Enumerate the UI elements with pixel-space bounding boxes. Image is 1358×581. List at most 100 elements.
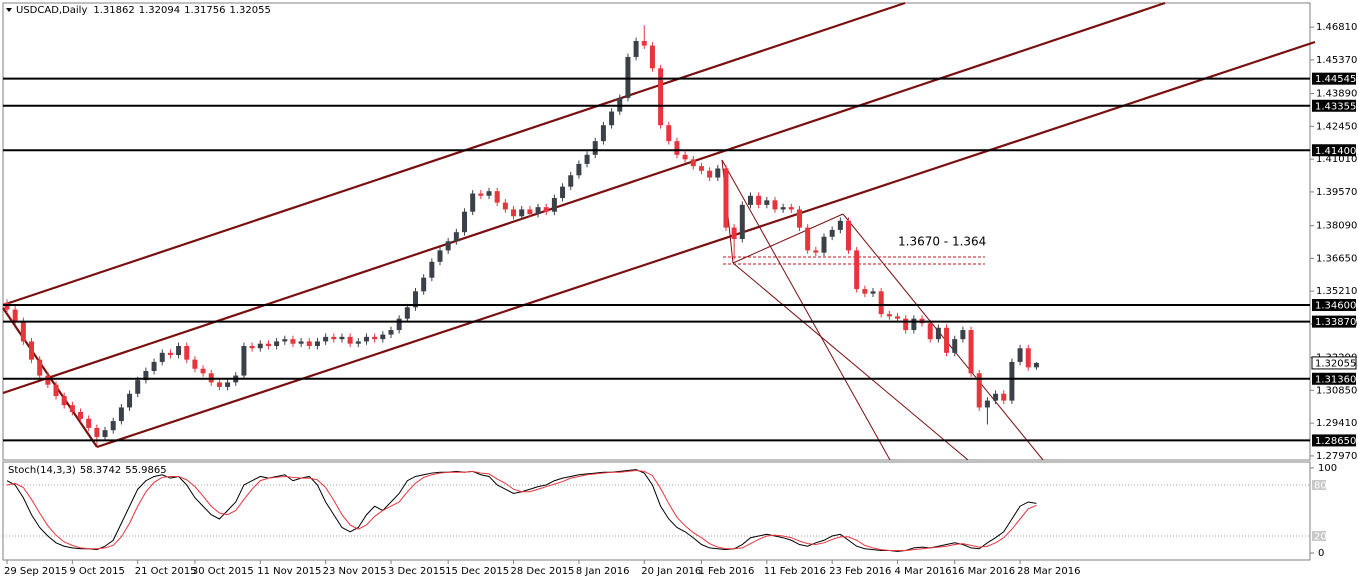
candle-body (927, 323, 933, 340)
open-value: 1.31862 (93, 5, 134, 16)
level-label-box (1312, 479, 1326, 490)
candle-body (396, 318, 402, 331)
candle-body (984, 400, 990, 408)
candle-body (4, 302, 10, 310)
candle-body (323, 336, 329, 342)
candle-body (617, 97, 623, 112)
candle-body (511, 209, 517, 217)
x-tick-label: 21 Oct 2015 (135, 566, 197, 577)
candle-body (886, 314, 892, 317)
candle-body (184, 345, 190, 360)
candle-body (363, 336, 369, 342)
candle-body (862, 289, 868, 294)
level-label: 1.44545 (1315, 74, 1356, 85)
candle-body (241, 345, 247, 376)
candle-body (633, 41, 639, 57)
candle-body (331, 336, 337, 340)
x-tick-label: 9 Oct 2015 (69, 566, 124, 577)
level-label: 1.41400 (1315, 146, 1356, 157)
candle-body (257, 343, 263, 349)
candle-body (290, 339, 296, 344)
high-value: 1.32094 (139, 5, 180, 16)
level-label-box (1312, 99, 1356, 112)
candle-body (796, 209, 802, 228)
candle-body (764, 200, 770, 205)
candle-body (306, 341, 312, 346)
candle-body (61, 396, 67, 406)
candle-body (715, 168, 721, 178)
candle-body (649, 45, 655, 69)
candle-body (53, 384, 59, 397)
candle-body (747, 195, 753, 205)
candle-body (486, 191, 492, 196)
candle-body (249, 345, 255, 349)
candle-body (870, 291, 876, 294)
candle-body (993, 393, 999, 401)
level-label: 1.43355 (1315, 101, 1356, 112)
pitchfork-line (842, 213, 1044, 461)
candle-body (568, 175, 574, 187)
k-value: 58.3742 (80, 465, 121, 476)
x-tick-label: 28 Mar 2016 (1017, 566, 1080, 577)
candle-body (641, 41, 647, 46)
candle-body (380, 334, 386, 340)
collapse-icon[interactable] (6, 8, 12, 12)
candle-body (674, 141, 680, 155)
candle-body (388, 330, 394, 335)
candle-body (837, 220, 843, 230)
candle-body (347, 336, 353, 344)
price-label-box (1311, 356, 1357, 370)
candle-body (502, 202, 508, 210)
y-tick-label: 1.43890 (1316, 89, 1357, 100)
candle-body (110, 421, 116, 431)
channel-line (2, 1, 906, 307)
candle-body (772, 200, 778, 210)
zone-lines (723, 256, 985, 265)
candle-body (494, 191, 500, 203)
y-tick-label: 1.45370 (1316, 55, 1357, 66)
candle-body (355, 341, 361, 344)
candle-body (37, 359, 43, 376)
candle-body (576, 163, 582, 176)
candle-body (429, 261, 435, 278)
candle-body (584, 154, 590, 164)
candle-body (625, 56, 631, 98)
candle-body (478, 193, 484, 196)
candle-body (69, 405, 75, 412)
candle-body (846, 220, 852, 251)
symbol: USDCAD,Daily (16, 5, 87, 16)
candle-body (723, 168, 729, 228)
x-tick-label: 11 Feb 2016 (764, 566, 826, 577)
candle-body (788, 207, 794, 210)
candle-body (143, 371, 149, 381)
candle-body (462, 211, 468, 233)
candle-body (413, 291, 418, 308)
candle-body (20, 320, 26, 342)
candle-body (421, 277, 427, 292)
level-label-box (1312, 299, 1356, 312)
candle-body (543, 207, 549, 212)
x-tick-label: 3 Dec 2015 (388, 566, 446, 577)
candle-body (551, 198, 557, 212)
candle-body (960, 330, 966, 340)
candle-body (609, 111, 615, 126)
candle-body (118, 407, 124, 422)
close-value: 1.32055 (229, 5, 270, 16)
candle-body (265, 343, 271, 346)
level-label: 1.33870 (1315, 317, 1356, 328)
y-tick-label: 1.27970 (1316, 451, 1357, 462)
level-label: 80 (1314, 480, 1327, 491)
price-label: 1.32055 (1315, 358, 1356, 369)
candle-body (12, 309, 18, 321)
candle-body (216, 382, 222, 387)
candle-body (314, 341, 320, 346)
candle-body (592, 141, 598, 155)
candle-body (535, 207, 541, 214)
indicator-line (6, 470, 1037, 551)
chart-title: USDCAD,Daily 1.31862 1.32094 1.31756 1.32055 (16, 5, 271, 16)
candle-body (1001, 393, 1007, 401)
candle-body (911, 318, 917, 331)
candle-body (445, 241, 451, 251)
y-tick-label: 1.30850 (1316, 385, 1357, 396)
